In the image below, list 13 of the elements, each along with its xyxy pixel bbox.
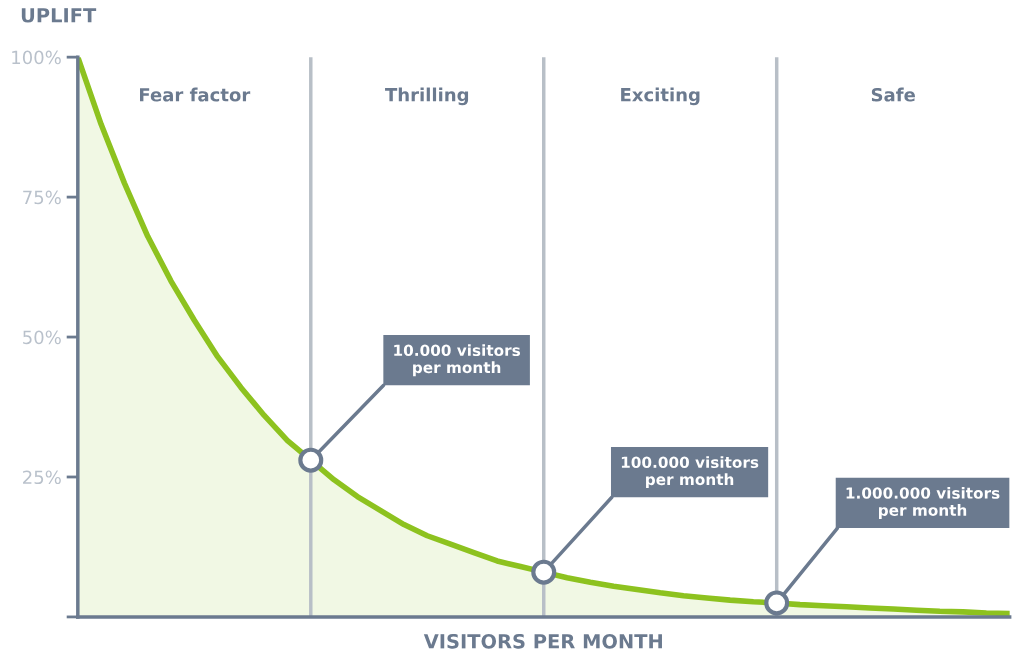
y-tick-label: 75%: [23, 190, 61, 205]
annotation: Thrilling: [385, 87, 469, 106]
annotation: 100.000 visitors per month: [621, 456, 759, 489]
annotation: 10.000 visitors per month: [394, 344, 521, 377]
x-axis-title: VISITORS PER MONTH: [423, 633, 662, 649]
annotation: Fear factor: [140, 87, 251, 102]
annotation: Safe: [871, 87, 915, 102]
annotation: Exciting: [621, 87, 700, 106]
y-tick-label: 25%: [23, 470, 61, 485]
y-axis-title: UPLIFT: [21, 8, 97, 23]
y-tick-label: 100%: [12, 50, 61, 65]
annotation: 1.000.000 visitors per month: [846, 486, 1000, 519]
y-tick-label: 50%: [23, 330, 61, 345]
